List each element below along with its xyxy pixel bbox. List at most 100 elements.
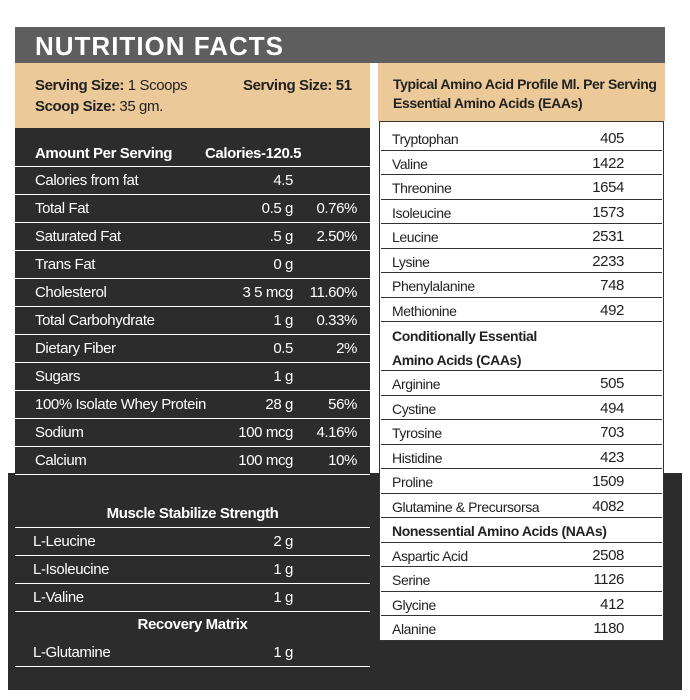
nutrient-amount: 3 5 mcg	[242, 284, 293, 301]
amino-table	[379, 121, 664, 641]
row-line	[15, 556, 370, 584]
ingredient-name: L-Isoleucine	[33, 561, 110, 578]
nutrient-amount: 0.5 g	[261, 200, 294, 217]
row-line	[15, 500, 370, 528]
ingredient-amount: 2 g	[273, 533, 293, 550]
section-title: Recovery Matrix	[137, 616, 248, 633]
section-title: Conditionally Essential	[392, 328, 537, 344]
amino-name: Lysine	[392, 253, 430, 270]
nutrient-name: Trans Fat	[35, 256, 96, 273]
nutrient-amount: 0 g	[273, 256, 293, 273]
amino-name: Aspartic Acid	[392, 547, 468, 564]
amino-value: 2531	[592, 228, 624, 245]
row-line	[381, 396, 662, 420]
amino-name: Leucine	[392, 229, 439, 245]
value: 1 Scoops	[127, 77, 188, 94]
nutrient-name: Sodium	[35, 424, 84, 441]
row-line	[381, 543, 662, 567]
value: 35 gm.	[119, 98, 163, 115]
serving-size: Serving Size: 1 Scoops	[35, 77, 188, 95]
label: Scoop Size:	[35, 98, 116, 115]
amino-title: Typical Amino Acid Profile Ml. Per Servi…	[393, 76, 657, 92]
label: Serving Size:	[35, 77, 124, 94]
amino-name: Glutamine & Precursorsa	[392, 498, 540, 515]
amino-name: Glycine	[392, 596, 436, 613]
amino-name: Valine	[392, 155, 428, 172]
row-line	[15, 447, 370, 475]
header-cell: Amount Per Serving	[35, 145, 172, 162]
nutrient-percent: 2.50%	[316, 228, 357, 245]
nutrient-amount: 100 mcg	[238, 424, 293, 441]
row-line	[381, 200, 662, 224]
nutrient-amount: 4.5	[273, 172, 293, 189]
amino-name: Isoleucine	[392, 204, 452, 221]
row-line	[381, 371, 662, 396]
amino-value: 492	[600, 301, 624, 319]
amino-value: 1180	[593, 620, 624, 637]
nutrient-percent: 0.76%	[316, 200, 357, 217]
amino-value: 4082	[592, 497, 624, 515]
ingredient-name: L-Valine	[33, 589, 84, 606]
ingredient-amount: 1 g	[273, 644, 293, 661]
ingredient-amount: 1 g	[273, 561, 293, 578]
amino-value: 748	[600, 277, 624, 294]
section-title: Nonessential Amino Acids (NAAs)	[392, 523, 607, 539]
row-line	[381, 322, 662, 371]
amino-value: 494	[600, 399, 624, 417]
amino-name: Alanine	[392, 621, 436, 637]
amino-value: 2233	[592, 252, 624, 270]
row-line	[381, 592, 662, 616]
amino-value: 703	[600, 424, 624, 441]
header-cell: Calories-120.5	[205, 145, 302, 162]
row-line	[381, 151, 662, 175]
row-line	[15, 279, 370, 307]
row-line	[15, 251, 370, 279]
row-line	[381, 298, 662, 322]
title-bar: NUTRITION FACTS	[15, 27, 665, 63]
nutrient-name: 100% Isolate Whey Protein	[35, 396, 206, 413]
row-line	[15, 639, 370, 667]
nutrient-amount: 28 g	[265, 396, 293, 413]
nutrition-panel	[15, 128, 370, 473]
nutrient-name: Cholesterol	[35, 284, 107, 301]
nutrient-percent: 10%	[328, 452, 357, 469]
value: 51	[335, 77, 352, 94]
nutrient-percent: 56%	[328, 396, 357, 413]
row-line	[381, 224, 662, 249]
ingredient-amount: 1 g	[273, 589, 293, 606]
row-line	[381, 420, 662, 445]
row-line	[15, 528, 370, 556]
row-line	[381, 616, 662, 641]
nutrient-name: Calories from fat	[35, 172, 139, 189]
row-line	[15, 167, 370, 195]
amino-value: 1509	[592, 473, 624, 490]
amino-name: Cystine	[392, 400, 436, 417]
amino-name: Phenylalanine	[392, 278, 475, 294]
amino-value: 405	[600, 130, 624, 147]
section-title: Amino Acids (CAAs)	[392, 352, 522, 368]
scoop-size: Scoop Size: 35 gm.	[35, 98, 163, 116]
amino-value: 505	[600, 375, 624, 392]
amino-value: 1422	[592, 154, 624, 172]
amino-value: 423	[600, 448, 624, 466]
amino-value: 412	[600, 595, 624, 613]
nutrient-name: Calcium	[35, 452, 87, 469]
row-line	[381, 567, 662, 592]
nutrient-name: Dietary Fiber	[35, 340, 116, 357]
serving-box: Serving Size: 1 Scoops Serving Size: 51 …	[15, 63, 370, 128]
nutrient-amount: 1 g	[273, 368, 293, 385]
amino-head: Typical Amino Acid Profile Ml. Per Servi…	[378, 63, 665, 121]
nutrient-name: Saturated Fat	[35, 228, 121, 245]
amino-name: Tyrosine	[392, 425, 442, 441]
ingredient-name: L-Glutamine	[33, 644, 111, 661]
row-line	[381, 445, 662, 469]
nutrient-amount: 0.5	[273, 340, 293, 357]
amino-name: Serine	[392, 572, 431, 588]
amino-subtitle: Essential Amino Acids (EAAs)	[393, 95, 583, 111]
nutrient-percent: 2%	[336, 340, 357, 357]
nutrient-percent: 4.16%	[316, 424, 357, 441]
row-line	[15, 223, 370, 251]
amino-name: Threonine	[392, 180, 452, 196]
row-line	[381, 518, 662, 543]
